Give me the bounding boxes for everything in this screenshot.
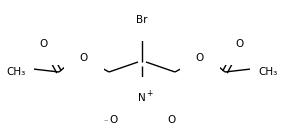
Text: CH₃: CH₃ xyxy=(7,67,26,77)
Text: O: O xyxy=(236,39,244,49)
Text: O: O xyxy=(196,53,204,63)
Text: O: O xyxy=(40,39,48,49)
Text: ⁻: ⁻ xyxy=(104,117,108,127)
Text: O: O xyxy=(109,115,117,125)
Text: CH₃: CH₃ xyxy=(258,67,277,77)
Text: N: N xyxy=(138,93,146,103)
Text: O: O xyxy=(80,53,88,63)
Text: Br: Br xyxy=(136,15,148,25)
Text: O: O xyxy=(24,67,32,77)
Text: O: O xyxy=(167,115,175,125)
Text: +: + xyxy=(146,90,152,99)
